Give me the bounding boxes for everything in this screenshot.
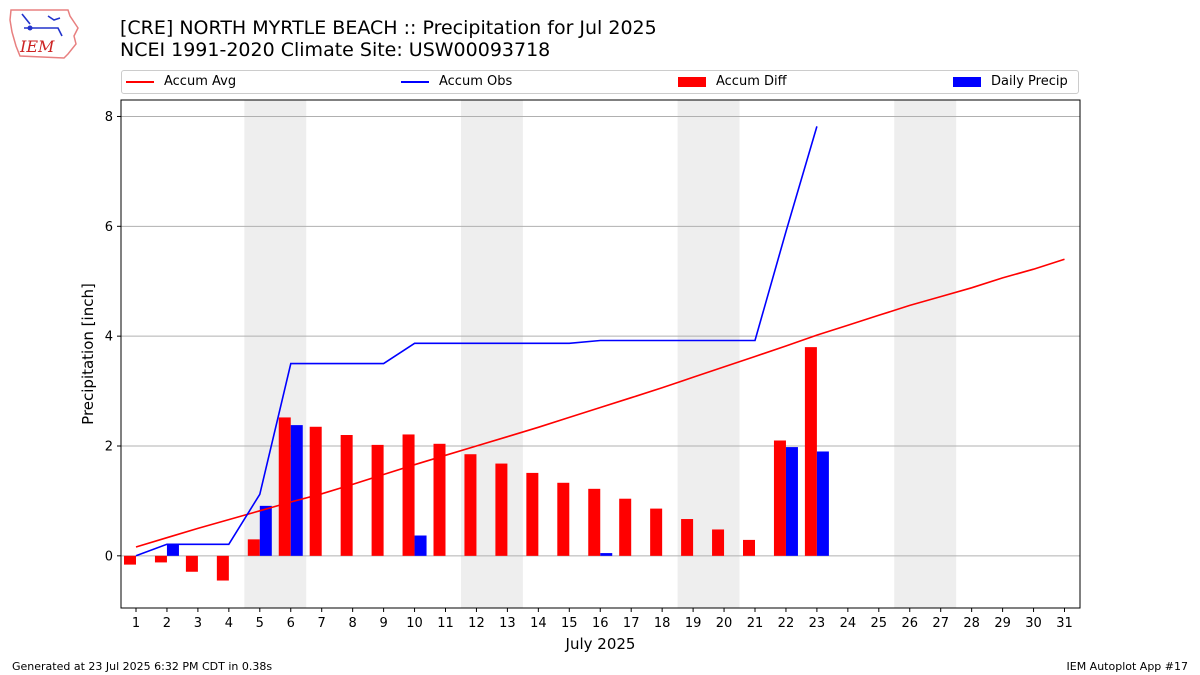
logo-text: IEM [19,37,55,56]
x-tick-label: 2 [163,616,171,631]
x-tick-label: 15 [561,616,578,631]
daily-precip-bar [290,425,303,556]
generated-timestamp: Generated at 23 Jul 2025 6:32 PM CDT in … [12,660,273,673]
chart-title: [CRE] NORTH MYRTLE BEACH :: Precipitatio… [120,17,657,39]
legend-label: Daily Precip [991,74,1068,89]
y-tick-label: 6 [105,220,113,235]
accum-diff-bar [309,426,322,556]
x-tick-label: 8 [349,616,357,631]
accum-diff-bar [371,444,384,556]
x-tick-label: 30 [1025,616,1042,631]
x-tick-label: 17 [623,616,640,631]
accum-diff-bar [495,463,508,556]
iem-logo: IEM [9,9,79,59]
accum-diff-bar [588,488,601,556]
y-tick-label: 8 [105,110,113,125]
x-axis-label: July 2025 [565,635,636,653]
x-tick-label: 28 [963,616,980,631]
daily-precip-bar [414,535,427,556]
x-tick-label: 12 [468,616,485,631]
y-tick-label: 0 [105,549,113,564]
accum-diff-bar [278,417,291,556]
accum-diff-bar [402,434,415,556]
x-tick-label: 14 [530,616,547,631]
iowa-outline-icon [9,9,79,59]
x-tick-label: 5 [256,616,264,631]
accum-obs-line [135,126,818,557]
x-tick-label: 4 [225,616,233,631]
legend-item-accum-obs: Accum Obs [401,74,512,90]
app-credit: IEM Autoplot App #17 [1066,660,1189,673]
legend-swatch [126,80,154,83]
x-tick-label: 1 [132,616,140,631]
x-tick-label: 22 [778,616,795,631]
legend-label: Accum Avg [164,74,237,89]
x-tick-label: 29 [994,616,1011,631]
x-tick-label: 9 [379,616,387,631]
accum-diff-bar [526,472,539,556]
x-tick-label: 25 [871,616,888,631]
weekend-band [894,100,957,608]
legend-swatch [953,76,981,87]
x-tick-label: 23 [809,616,826,631]
x-tick-label: 27 [932,616,949,631]
accum-diff-bar [340,435,353,556]
x-tick-label: 10 [406,616,423,631]
accum-diff-bar [433,443,446,556]
legend-item-daily-precip: Daily Precip [953,74,1068,90]
station-dot-icon [27,25,33,31]
accum-diff-bar [247,539,260,556]
accum-diff-bar [154,555,167,563]
daily-precip-bar [259,505,272,556]
x-tick-label: 3 [194,616,202,631]
chart-subtitle: NCEI 1991-2020 Climate Site: USW00093718 [120,39,551,61]
accum-diff-bar [464,454,477,556]
legend-item-accum-avg: Accum Avg [126,74,236,90]
y-tick-label: 4 [105,330,113,345]
x-tick-label: 24 [840,616,857,631]
accum-diff-bar [804,347,817,556]
accum-diff-bar [124,555,136,565]
x-tick-label: 20 [716,616,733,631]
daily-precip-bar [816,451,829,556]
accum-diff-bar [557,482,570,556]
legend-swatch [678,76,706,87]
x-tick-label: 16 [592,616,609,631]
x-tick-label: 21 [747,616,764,631]
x-tick-label: 7 [318,616,326,631]
x-tick-label: 6 [287,616,295,631]
accum-diff-bar [650,508,663,556]
x-tick-label: 19 [685,616,702,631]
legend-label: Accum Diff [716,74,787,89]
legend-swatch [401,80,429,83]
x-tick-label: 31 [1056,616,1073,631]
x-tick-label: 26 [901,616,918,631]
y-axis-label: Precipitation [inch] [79,283,97,425]
accum-diff-bar [681,519,694,556]
legend: Accum Avg Accum Obs Accum Diff Daily Pre… [121,70,1079,94]
daily-precip-bar [166,544,179,556]
daily-precip-bar [600,553,613,556]
accum-diff-bar [773,440,786,556]
accum-diff-bar [743,539,755,556]
legend-label: Accum Obs [439,74,513,89]
legend-item-accum-diff: Accum Diff [678,74,787,90]
x-tick-label: 18 [654,616,671,631]
accum-diff-bar [619,498,632,556]
weather-station-icon [21,13,63,37]
x-tick-label: 13 [499,616,516,631]
accum-avg-line [135,258,1065,548]
accum-diff-bar [185,555,198,572]
accum-diff-bar [712,529,725,556]
x-tick-label: 11 [437,616,454,631]
accum-diff-bar [216,555,229,581]
y-tick-label: 2 [105,439,113,454]
daily-precip-bar [785,447,798,556]
